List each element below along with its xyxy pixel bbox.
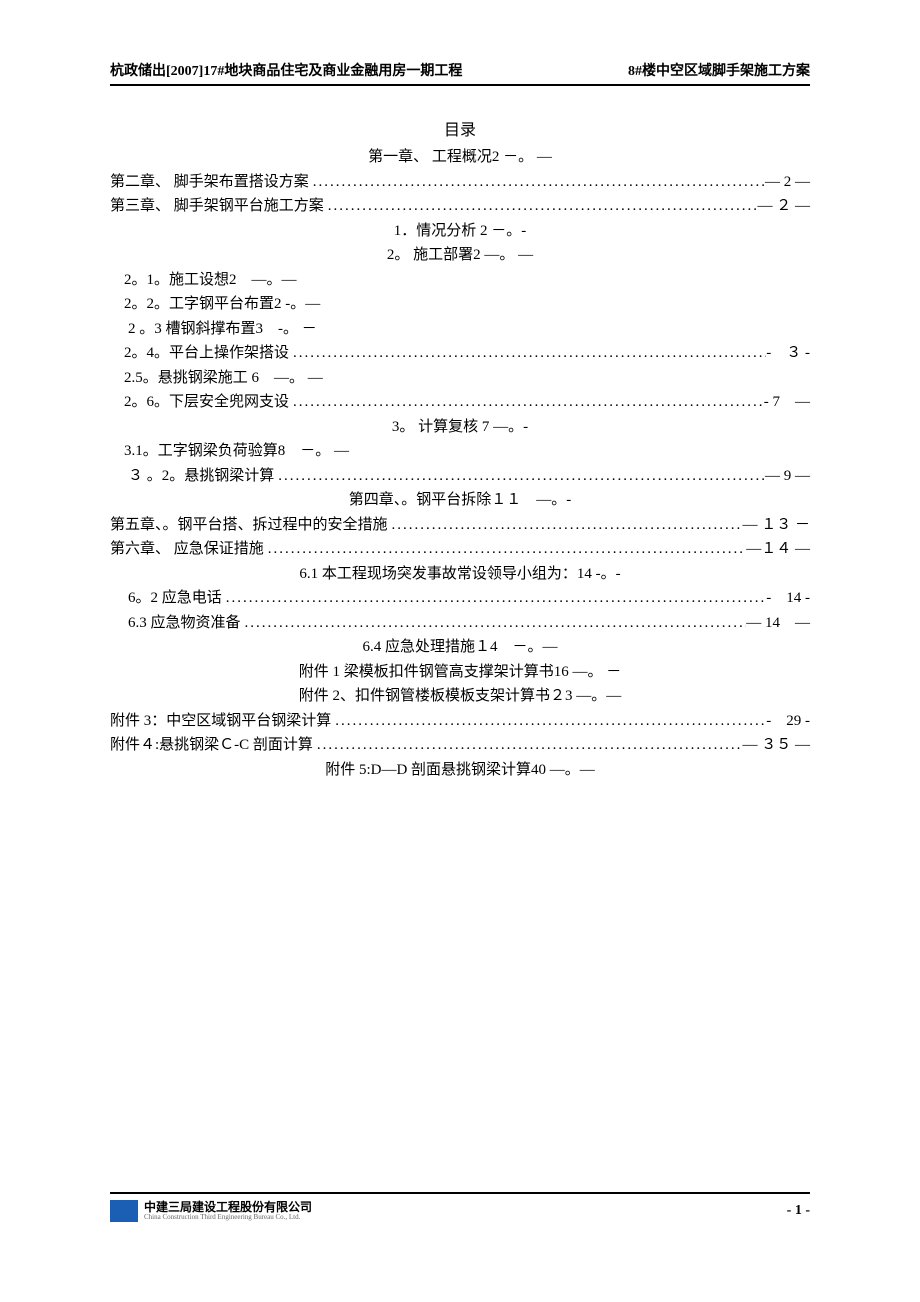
toc-entry: 2。2。工字钢平台布置2 -。— xyxy=(110,293,810,316)
header-right: 8#楼中空区域脚手架施工方案 xyxy=(628,60,810,80)
toc-entry: 第一章、 工程概况2 －。 — xyxy=(110,146,810,169)
toc-entry-page: - 14 - xyxy=(766,587,810,610)
toc-leader-dots xyxy=(274,465,765,488)
footer-company-cn: 中建三局建设工程股份有限公司 xyxy=(144,1201,312,1214)
toc-entry: 6.4 应急处理措施１4 －。— xyxy=(110,636,810,659)
company-logo-icon xyxy=(110,1200,138,1222)
toc-entry: 3.1。工字钢梁负荷验算8 －。 — xyxy=(110,440,810,463)
toc-entry-text: 第三章、 脚手架钢平台施工方案 xyxy=(110,195,324,218)
toc-entry-text: 2。1。施工设想2 —。— xyxy=(124,269,297,292)
toc-entry-text: 2。6。下层安全兜网支设 xyxy=(124,391,289,414)
toc-leader-dots xyxy=(313,734,743,757)
toc-entry: 第六章、 应急保证措施 —１４ — xyxy=(110,538,810,561)
toc-entry-text: 2.5。悬挑钢梁施工 6 —。 — xyxy=(124,367,323,390)
toc-entry-text: 附件４:悬挑钢梁Ｃ-C 剖面计算 xyxy=(110,734,313,757)
page-header: 杭政储出[2007]17#地块商品住宅及商业金融用房一期工程 8#楼中空区域脚手… xyxy=(110,60,810,86)
toc-title: 目录 xyxy=(110,116,810,140)
toc-entry-page: — ３５ — xyxy=(742,734,810,757)
toc-leader-dots xyxy=(331,710,766,733)
toc-entry-page: —１４ — xyxy=(746,538,810,561)
page-footer: 中建三局建设工程股份有限公司 China Construction Third … xyxy=(110,1192,810,1222)
toc-entry-page: — 2 — xyxy=(765,171,810,194)
footer-company-text: 中建三局建设工程股份有限公司 China Construction Third … xyxy=(144,1201,312,1222)
toc-entry: 2。6。下层安全兜网支设 - 7 — xyxy=(110,391,810,414)
toc-entry: 第三章、 脚手架钢平台施工方案 — ２ — xyxy=(110,195,810,218)
toc-entry-page: - ３ - xyxy=(766,342,810,365)
toc-leader-dots xyxy=(324,195,758,218)
toc-entry-text: 第六章、 应急保证措施 xyxy=(110,538,264,561)
toc-entry-text: 第五章、。钢平台搭、拆过程中的安全措施 xyxy=(110,514,388,537)
toc-leader-dots xyxy=(264,538,746,561)
toc-entry: 3。 计算复核 7 —。- xyxy=(110,416,810,439)
toc-entry-text: 2。2。工字钢平台布置2 -。— xyxy=(124,293,320,316)
toc-entry-text: 第二章、 脚手架布置搭设方案 xyxy=(110,171,309,194)
toc-leader-dots xyxy=(289,391,764,414)
toc-entry-page: — ２ — xyxy=(757,195,810,218)
toc-entry-page: — 14 — xyxy=(746,612,810,635)
toc-leader-dots xyxy=(222,587,766,610)
toc-entry-text: 6.1 本工程现场突发事故常设领导小组为：14 -。- xyxy=(299,563,620,586)
toc-entry: 附件 3：中空区域钢平台钢梁计算 - 29 - xyxy=(110,710,810,733)
document-page: 杭政储出[2007]17#地块商品住宅及商业金融用房一期工程 8#楼中空区域脚手… xyxy=(0,0,920,1302)
toc-entry: 2。4。平台上操作架搭设 - ３ - xyxy=(110,342,810,365)
toc-entry-text: 附件 3：中空区域钢平台钢梁计算 xyxy=(110,710,331,733)
toc-entry-text: 6。2 应急电话 xyxy=(128,587,222,610)
toc-entry: ３ 。2。悬挑钢梁计算 — 9 — xyxy=(110,465,810,488)
toc-entry: 2。1。施工设想2 —。— xyxy=(110,269,810,292)
toc-entry: 附件 1 梁模板扣件钢管高支撑架计算书16 —。 － xyxy=(110,661,810,684)
toc-entry: 附件 5:D—D 剖面悬挑钢梁计算40 —。— xyxy=(110,759,810,782)
toc-entry: 2 。3 槽钢斜撑布置3 -。 － xyxy=(110,318,810,341)
toc-entry-text: 附件 5:D—D 剖面悬挑钢梁计算40 —。— xyxy=(325,759,595,782)
header-left: 杭政储出[2007]17#地块商品住宅及商业金融用房一期工程 xyxy=(110,60,462,80)
toc-entry-text: 2。4。平台上操作架搭设 xyxy=(124,342,289,365)
toc-entry-text: 第四章、。钢平台拆除１１ —。- xyxy=(349,489,572,512)
toc-entry-text: 6.3 应急物资准备 xyxy=(128,612,241,635)
toc-entry: 附件 2、扣件钢管楼板模板支架计算书２3 —。— xyxy=(110,685,810,708)
table-of-contents: 第一章、 工程概况2 －。 —第二章、 脚手架布置搭设方案— 2 —第三章、 脚… xyxy=(110,146,810,781)
toc-entry-text: 3.1。工字钢梁负荷验算8 －。 — xyxy=(124,440,349,463)
toc-entry: 1．情况分析 2 －。- xyxy=(110,220,810,243)
toc-leader-dots xyxy=(388,514,743,537)
toc-entry-page: - 29 - xyxy=(766,710,810,733)
toc-entry-text: 1．情况分析 2 －。- xyxy=(394,220,527,243)
toc-entry: 第二章、 脚手架布置搭设方案 — 2 — xyxy=(110,171,810,194)
toc-entry-text: 6.4 应急处理措施１4 －。— xyxy=(362,636,557,659)
toc-leader-dots xyxy=(309,171,765,194)
toc-leader-dots xyxy=(289,342,766,365)
toc-entry: 第四章、。钢平台拆除１１ —。- xyxy=(110,489,810,512)
toc-entry-text: 2 。3 槽钢斜撑布置3 -。 － xyxy=(128,318,317,341)
toc-entry-text: 3。 计算复核 7 —。- xyxy=(392,416,528,439)
toc-entry-text: ３ 。2。悬挑钢梁计算 xyxy=(128,465,274,488)
toc-entry: 6.3 应急物资准备 — 14 — xyxy=(110,612,810,635)
toc-entry-text: 附件 1 梁模板扣件钢管高支撑架计算书16 —。 － xyxy=(299,661,622,684)
toc-entry: 2。 施工部署2 —。 — xyxy=(110,244,810,267)
toc-entry: 6.1 本工程现场突发事故常设领导小组为：14 -。- xyxy=(110,563,810,586)
toc-entry: 第五章、。钢平台搭、拆过程中的安全措施 — １３ － xyxy=(110,514,810,537)
toc-entry: 6。2 应急电话 - 14 - xyxy=(110,587,810,610)
footer-company-block: 中建三局建设工程股份有限公司 China Construction Third … xyxy=(110,1200,312,1222)
footer-company-en: China Construction Third Engineering Bur… xyxy=(144,1214,312,1222)
toc-entry-page: - 7 — xyxy=(764,391,810,414)
toc-entry-text: 附件 2、扣件钢管楼板模板支架计算书２3 —。— xyxy=(299,685,622,708)
toc-entry: 附件４:悬挑钢梁Ｃ-C 剖面计算 — ３５ — xyxy=(110,734,810,757)
footer-page-number: - 1 - xyxy=(787,1203,810,1219)
toc-entry-text: 第一章、 工程概况2 －。 — xyxy=(368,146,552,169)
toc-entry-page: — １３ － xyxy=(742,514,810,537)
toc-entry-text: 2。 施工部署2 —。 — xyxy=(387,244,533,267)
toc-leader-dots xyxy=(241,612,747,635)
toc-entry: 2.5。悬挑钢梁施工 6 —。 — xyxy=(110,367,810,390)
toc-entry-page: — 9 — xyxy=(765,465,810,488)
